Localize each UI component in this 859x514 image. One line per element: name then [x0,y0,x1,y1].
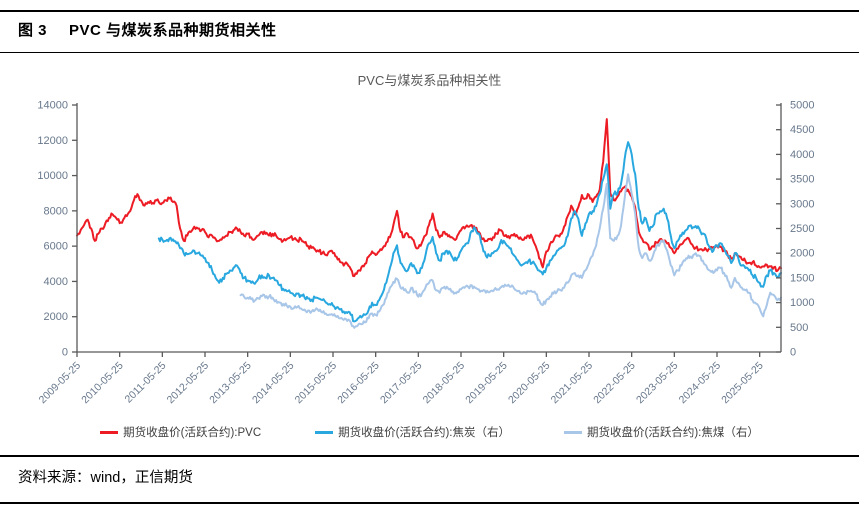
svg-text:2018-05-25: 2018-05-25 [421,360,468,407]
svg-text:2020-05-25: 2020-05-25 [506,360,553,407]
svg-text:2011-05-25: 2011-05-25 [123,360,169,406]
figure-label: 图 3 [18,22,48,39]
svg-text:8000: 8000 [44,205,68,217]
figure-title: PVC 与煤炭系品种期货相关性 [69,22,277,39]
svg-text:12000: 12000 [37,135,68,147]
svg-text:4000: 4000 [44,276,68,288]
svg-text:2012-05-25: 2012-05-25 [165,360,212,407]
figure-header: 图 3 PVC 与煤炭系品种期货相关性 [18,19,841,40]
svg-text:10000: 10000 [37,170,68,182]
svg-text:2000: 2000 [790,248,814,260]
x-axis: 2009-05-252010-05-252011-05-252012-05-25… [37,351,781,407]
svg-text:2019-05-25: 2019-05-25 [463,360,510,407]
chart-area: PVC与煤炭系品种相关性 0 2000 4000 6000 8000 10000 12000… [0,58,859,455]
source-divider [0,455,859,457]
coking-coal-line [239,173,782,329]
legend-label-pvc: 期货收盘价(活跃合约):PVC [123,427,262,439]
coking-coal-line-swatch-icon [564,430,582,434]
svg-text:2016-05-25: 2016-05-25 [335,360,382,407]
svg-text:2500: 2500 [790,223,814,235]
source-text: 资料来源：wind，正信期货 [18,470,193,486]
legend-item-coking-coal: 期货收盘价(活跃合约):焦煤（右） [564,424,759,440]
top-rule [0,10,859,12]
svg-text:6000: 6000 [44,241,68,253]
svg-text:4500: 4500 [790,124,814,136]
left-axis: 0 2000 4000 6000 8000 10000 12000 14000 [37,100,78,359]
svg-text:1000: 1000 [790,297,814,309]
svg-text:2017-05-25: 2017-05-25 [378,360,425,407]
legend-label-coke: 期货收盘价(活跃合约):焦炭（右） [338,427,510,439]
svg-text:2025-05-25: 2025-05-25 [719,360,766,407]
svg-text:2009-05-25: 2009-05-25 [37,360,84,407]
svg-text:2021-05-25: 2021-05-25 [549,360,596,407]
svg-text:5000: 5000 [790,100,814,112]
chart-title: PVC与煤炭系品种相关性 [357,73,502,88]
coke-line [157,141,782,323]
right-axis: 0 500 1000 1500 2000 2500 3000 3500 4000 4500 5000 [776,100,814,359]
svg-text:2010-05-25: 2010-05-25 [79,360,126,407]
bottom-rule [0,502,859,504]
chart-legend: 期货收盘价(活跃合约):PVC 期货收盘价(活跃合约):焦炭（右） 期货收盘价(… [0,424,859,440]
svg-text:2014-05-25: 2014-05-25 [250,360,297,407]
svg-text:2000: 2000 [44,311,68,323]
svg-text:4000: 4000 [790,149,814,161]
header-divider [0,52,859,53]
svg-text:3500: 3500 [790,174,814,186]
pvc-line-swatch-icon [100,430,119,434]
legend-item-pvc: 期货收盘价(活跃合约):PVC [100,424,261,440]
svg-text:0: 0 [790,347,796,359]
svg-text:2023-05-25: 2023-05-25 [634,360,681,407]
legend-item-coke: 期货收盘价(活跃合约):焦炭（右） [315,424,510,440]
source-row: 资料来源：wind，正信期货 [18,466,841,487]
line-chart: 0 2000 4000 6000 8000 10000 12000 14000 0 500 1000… [37,100,815,407]
svg-text:500: 500 [790,322,808,334]
svg-text:3000: 3000 [790,198,814,210]
svg-text:14000: 14000 [37,100,68,112]
svg-text:0: 0 [62,347,68,359]
svg-text:2015-05-25: 2015-05-25 [293,360,340,407]
svg-text:2022-05-25: 2022-05-25 [591,360,638,407]
legend-label-coking-coal: 期货收盘价(活跃合约):焦煤（右） [587,427,759,439]
svg-text:2024-05-25: 2024-05-25 [677,360,724,407]
coke-line-swatch-icon [315,430,334,434]
svg-text:2013-05-25: 2013-05-25 [207,360,254,407]
svg-text:1500: 1500 [790,272,814,284]
